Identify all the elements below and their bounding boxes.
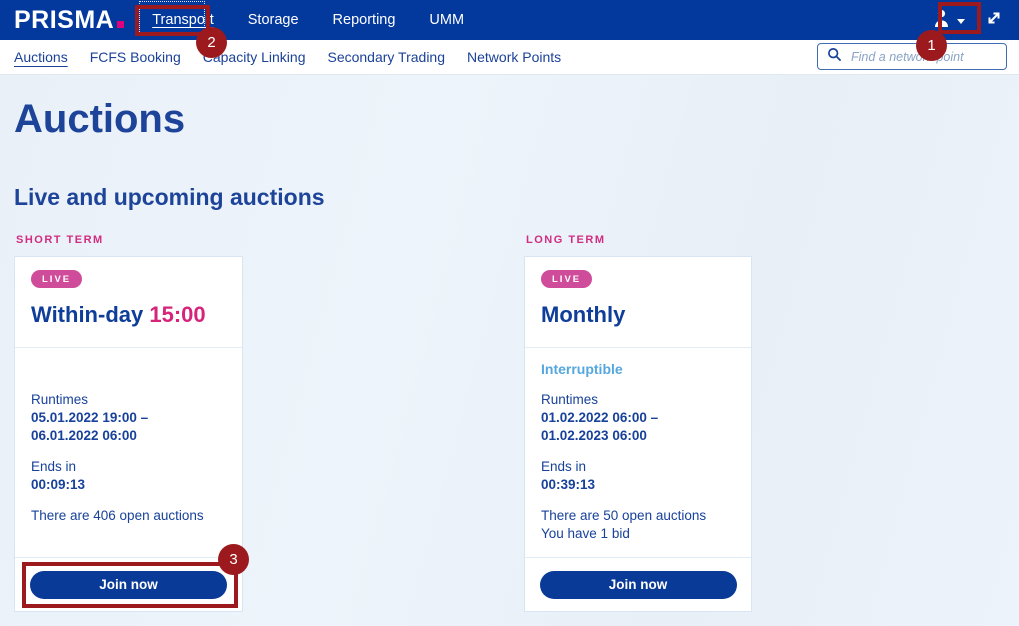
subnav-item-fcfs-booking[interactable]: FCFS Booking (89, 49, 181, 65)
runtimes-label: Runtimes (31, 392, 89, 407)
user-menu-button[interactable] (932, 8, 965, 33)
user-icon (932, 8, 953, 33)
main-menu: Transport Storage Reporting UMM (152, 12, 464, 28)
chevron-down-icon (957, 11, 965, 29)
runtimes-label: Runtimes (541, 392, 599, 407)
subnav-item-network-points[interactable]: Network Points (467, 49, 562, 65)
runtime-to: 06.01.2022 06:00 (31, 428, 137, 443)
auction-title-text: Monthly (541, 302, 626, 327)
card-header: LIVE Monthly (525, 257, 751, 348)
expand-button[interactable] (985, 9, 1003, 32)
capacity-quality (31, 361, 226, 378)
runtime-from: 01.02.2022 06:00 – (541, 410, 659, 425)
subnav-item-secondary-trading[interactable]: Secondary Trading (327, 49, 446, 65)
top-navbar: PRISMA Transport Storage Reporting UMM (0, 0, 1019, 40)
prisma-logo[interactable]: PRISMA (14, 5, 125, 35)
long-term-label: LONG TERM (526, 234, 606, 246)
menu-item-transport[interactable]: Transport (152, 12, 214, 28)
short-term-auction-card: LIVE Within-day 15:00 Runtimes 05.01.202… (14, 256, 243, 612)
long-term-auction-card: LIVE Monthly Interruptible Runtimes 01.0… (524, 256, 752, 612)
capacity-quality: Interruptible (541, 361, 623, 377)
open-auctions-count: There are 50 open auctions (541, 508, 707, 523)
runtime-to: 01.02.2023 06:00 (541, 428, 647, 443)
menu-item-reporting[interactable]: Reporting (332, 12, 396, 28)
auction-stats-block: There are 406 open auctions (31, 507, 226, 525)
page-title: Auctions (14, 97, 186, 141)
card-header: LIVE Within-day 15:00 (15, 257, 242, 348)
menu-item-umm[interactable]: UMM (429, 12, 465, 28)
subnav-item-capacity-linking[interactable]: Capacity Linking (202, 49, 306, 65)
countdown-value: 00:39:13 (541, 477, 596, 492)
runtimes-block: Runtimes 01.02.2022 06:00 – 01.02.2023 0… (541, 391, 735, 445)
runtime-from: 05.01.2022 19:00 – (31, 410, 149, 425)
runtimes-block: Runtimes 05.01.2022 19:00 – 06.01.2022 0… (31, 391, 226, 445)
ends-in-label: Ends in (541, 459, 587, 474)
join-now-button[interactable]: Join now (539, 570, 737, 599)
section-title: Live and upcoming auctions (14, 184, 325, 210)
card-footer: Join now (525, 557, 751, 611)
ends-in-block: Ends in 00:39:13 (541, 458, 735, 494)
auction-title-time: 15:00 (149, 302, 206, 327)
topbar-actions (932, 8, 1005, 33)
ends-in-block: Ends in 00:09:13 (31, 458, 226, 494)
search-input[interactable] (849, 48, 1016, 65)
prisma-logo-text: PRISMA (14, 5, 115, 34)
subnav-item-auctions[interactable]: Auctions (14, 49, 68, 65)
live-badge: LIVE (31, 270, 83, 288)
join-now-button[interactable]: Join now (30, 570, 227, 599)
network-point-search (817, 43, 1016, 70)
bid-count: You have 1 bid (541, 526, 630, 541)
auction-title-text: Within-day (31, 302, 144, 327)
search-icon (827, 47, 842, 67)
live-badge: LIVE (541, 270, 593, 288)
auction-title: Monthly (541, 302, 735, 328)
prisma-logo-dot-icon (117, 20, 125, 28)
card-body: Runtimes 05.01.2022 19:00 – 06.01.2022 0… (15, 348, 242, 557)
countdown-value: 00:09:13 (31, 477, 86, 492)
ends-in-label: Ends in (31, 459, 77, 474)
short-term-label: SHORT TERM (16, 234, 104, 246)
card-footer: Join now (15, 557, 242, 611)
open-auctions-count: There are 406 open auctions (31, 508, 204, 523)
menu-item-storage[interactable]: Storage (247, 12, 299, 28)
auction-title: Within-day 15:00 (31, 302, 226, 328)
auction-stats-block: There are 50 open auctions You have 1 bi… (541, 507, 735, 543)
card-body: Interruptible Runtimes 01.02.2022 06:00 … (525, 348, 751, 557)
